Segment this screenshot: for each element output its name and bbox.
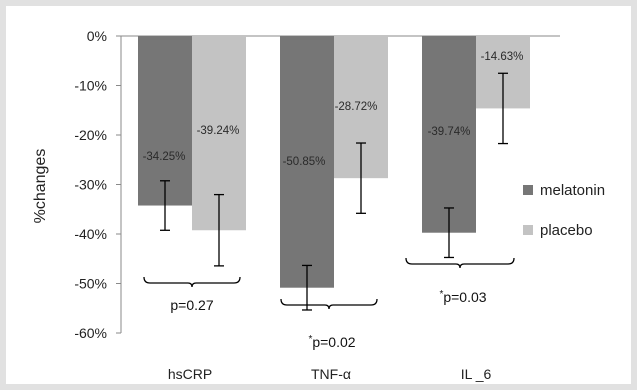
y-tick-label: -10% — [74, 78, 107, 94]
pvalue-bracket — [280, 298, 378, 310]
plot-area: 0% -10% -20% -30% -40% -50% -60% -34.25% -39.24%… — [74, 28, 560, 382]
data-label: -39.74% — [428, 126, 471, 138]
pvalue-bracket — [143, 276, 241, 288]
y-tick-label: -50% — [74, 276, 107, 292]
y-tick-label: -20% — [74, 127, 107, 143]
bar-melatonin — [422, 36, 476, 233]
significance-star: * — [439, 289, 443, 300]
legend-label-melatonin: melatonin — [540, 182, 605, 199]
pvalue-text: p=0.02 — [312, 334, 355, 350]
data-label: -50.85% — [283, 156, 326, 168]
data-label: -28.72% — [335, 101, 378, 113]
data-label: -14.63% — [481, 51, 524, 63]
significance-star: * — [308, 334, 312, 345]
bar-melatonin — [280, 36, 334, 288]
pvalue-label: p=0.27 — [170, 297, 213, 313]
x-tick-label: TNF-α — [311, 366, 351, 382]
legend-swatch-melatonin — [523, 185, 533, 195]
x-tick-label: hsCRP — [168, 366, 212, 382]
y-tick-label: -30% — [74, 177, 107, 193]
bar-melatonin — [138, 36, 192, 206]
pvalue-bracket — [405, 257, 515, 269]
data-label: -39.24% — [197, 125, 240, 137]
pvalue-label: *p=0.02 — [308, 334, 355, 350]
data-label: -34.25% — [143, 151, 186, 163]
legend-label-placebo: placebo — [540, 222, 593, 239]
x-tick-label: IL _6 — [461, 366, 492, 382]
pvalue-text: p=0.03 — [443, 289, 486, 305]
legend-swatch-placebo — [523, 225, 533, 235]
legend: melatonin placebo — [523, 182, 605, 239]
y-tick-label: -40% — [74, 226, 107, 242]
y-tick-label: -60% — [74, 325, 107, 341]
pvalue-label: *p=0.03 — [439, 289, 486, 305]
y-axis-title: %changes — [32, 149, 49, 224]
y-tick-label: 0% — [87, 28, 107, 44]
